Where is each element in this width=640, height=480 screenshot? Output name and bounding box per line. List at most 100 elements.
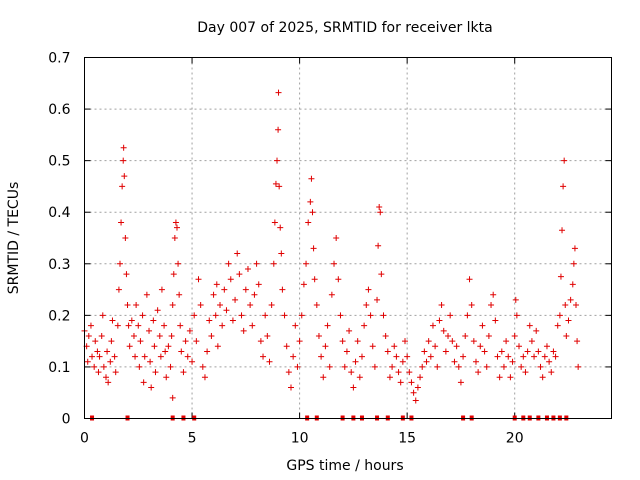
data-point <box>264 332 271 339</box>
data-point <box>87 322 94 329</box>
data-point <box>477 343 484 350</box>
y-axis-label: SRMTID / TECUs <box>6 182 22 295</box>
data-point <box>104 348 111 355</box>
data-point <box>442 348 449 355</box>
data-point <box>561 157 568 164</box>
data-point <box>193 338 200 345</box>
data-point <box>251 291 258 298</box>
data-point <box>92 338 99 345</box>
data-point <box>533 327 540 334</box>
data-point <box>343 348 350 355</box>
data-point <box>562 302 569 309</box>
data-point <box>283 343 290 350</box>
data-point <box>89 353 96 360</box>
data-point <box>255 281 262 288</box>
data-point <box>275 126 282 133</box>
data-point <box>393 353 400 360</box>
data-point <box>307 198 314 205</box>
data-point <box>557 273 564 280</box>
data-point <box>178 348 185 355</box>
data-point <box>371 363 378 370</box>
data-point <box>395 369 402 376</box>
data-point <box>201 374 208 381</box>
data-point <box>169 302 176 309</box>
data-point <box>328 291 335 298</box>
data-point <box>120 157 127 164</box>
data-point <box>212 312 219 319</box>
data-point <box>386 374 393 381</box>
data-point <box>509 358 516 365</box>
data-point <box>539 374 546 381</box>
data-point <box>221 286 228 293</box>
data-point <box>148 384 155 391</box>
data-point <box>556 312 563 319</box>
data-point <box>335 276 342 283</box>
data-point <box>535 348 542 355</box>
data-point <box>197 302 204 309</box>
data-point <box>573 302 580 309</box>
data-point <box>195 276 202 283</box>
data-point <box>109 317 116 324</box>
data-point <box>389 363 396 370</box>
data-point <box>436 317 443 324</box>
data-point <box>559 227 566 234</box>
data-point <box>550 348 557 355</box>
data-point <box>219 322 226 329</box>
data-point <box>121 173 128 180</box>
data-point <box>348 369 355 376</box>
data-point <box>114 322 121 329</box>
data-point <box>285 369 292 376</box>
data-point <box>139 312 146 319</box>
data-point <box>180 369 187 376</box>
data-point <box>133 302 140 309</box>
data-point <box>475 369 482 376</box>
data-point <box>275 89 282 96</box>
data-point <box>225 260 232 267</box>
data-point <box>287 384 294 391</box>
data-point <box>276 183 283 190</box>
data-point <box>337 312 344 319</box>
data-point <box>199 363 206 370</box>
data-point <box>554 322 561 329</box>
data-point <box>500 363 507 370</box>
data-point <box>354 338 361 345</box>
data-point <box>320 374 327 381</box>
data-point <box>143 291 150 298</box>
data-point <box>154 307 161 314</box>
data-point <box>175 260 182 267</box>
data-point <box>569 281 576 288</box>
data-point <box>434 363 441 370</box>
data-point <box>94 348 101 355</box>
data-point <box>377 209 384 216</box>
data-point <box>236 271 243 278</box>
data-point <box>281 312 288 319</box>
data-point <box>492 317 499 324</box>
data-point <box>552 353 559 360</box>
data-point <box>472 358 479 365</box>
data-point <box>132 353 139 360</box>
data-point <box>412 397 419 404</box>
data-point <box>447 312 454 319</box>
data-point <box>141 353 148 360</box>
data-point <box>570 260 577 267</box>
data-point <box>150 317 157 324</box>
data-point <box>399 358 406 365</box>
data-point <box>167 363 174 370</box>
data-point <box>146 327 153 334</box>
data-point <box>98 332 105 339</box>
data-point <box>490 291 497 298</box>
y-tick-label: 0.5 <box>48 154 70 170</box>
data-point <box>451 358 458 365</box>
y-tick-labels: 0 0.1 0.2 0.3 0.4 0.5 0.6 0.7 <box>48 51 70 428</box>
data-point <box>303 260 310 267</box>
data-point <box>294 363 301 370</box>
data-point <box>136 363 143 370</box>
data-point <box>571 245 578 252</box>
data-point <box>466 276 473 283</box>
data-point <box>331 260 338 267</box>
data-point <box>247 302 254 309</box>
data-point <box>268 302 275 309</box>
data-point <box>223 307 230 314</box>
data-point <box>189 358 196 365</box>
data-point <box>290 353 297 360</box>
